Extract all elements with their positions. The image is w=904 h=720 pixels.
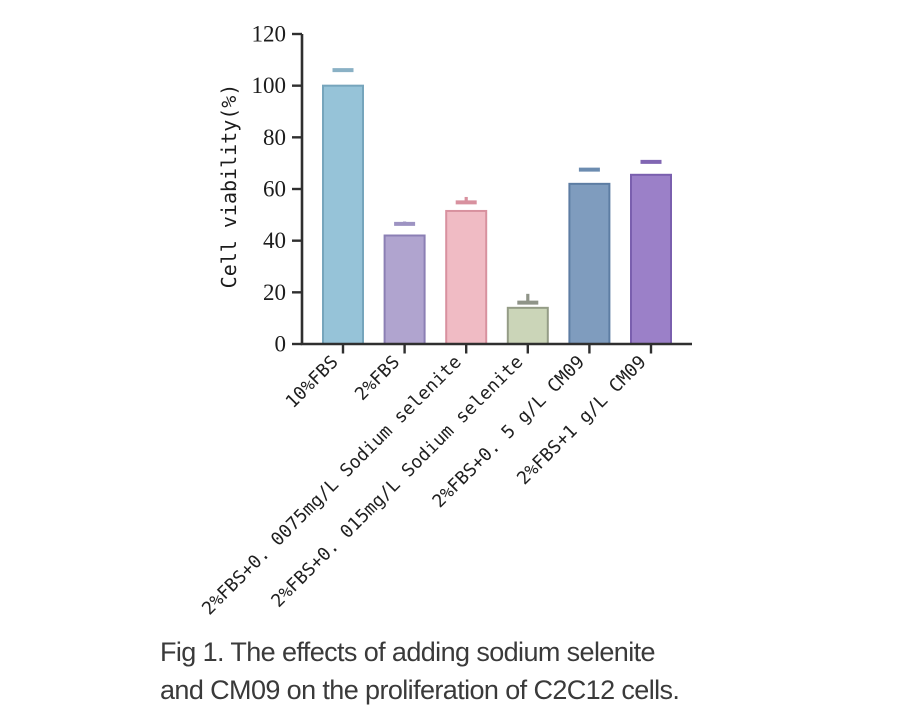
y-tick-label-100: 100 (252, 73, 287, 98)
y-tick-label-80: 80 (263, 125, 286, 150)
bar-0 (322, 84, 364, 346)
bar-5 (630, 173, 672, 345)
caption-line-2: and CM09 on the proliferation of C2C12 c… (160, 675, 680, 705)
bar-chart-svg: 0 20 40 60 80 100 120 Cell viability(%) 10%FBS 2%… (198, 22, 692, 620)
y-tick-label-60: 60 (263, 177, 286, 202)
figure-caption: Fig 1. The effects of adding sodium sele… (160, 633, 680, 709)
y-tick-label-0: 0 (275, 332, 287, 357)
bar-1 (383, 234, 426, 345)
x-tick-label-1: 2%FBS (351, 352, 404, 405)
x-tick-label-0: 10%FBS (282, 352, 343, 413)
y-axis-title: Cell viability(%) (217, 84, 241, 289)
y-tick-label-40: 40 (263, 228, 286, 253)
bar-2 (445, 209, 488, 345)
caption-line-1: Fig 1. The effects of adding sodium sele… (160, 637, 656, 667)
x-tick-label-2: 2%FBS+0. 0075mg/L Sodium selenite (198, 352, 466, 620)
y-tick-label-20: 20 (263, 280, 286, 305)
bar-4 (568, 182, 611, 345)
bar-3 (506, 306, 549, 346)
y-tick-label-120: 120 (252, 22, 287, 47)
